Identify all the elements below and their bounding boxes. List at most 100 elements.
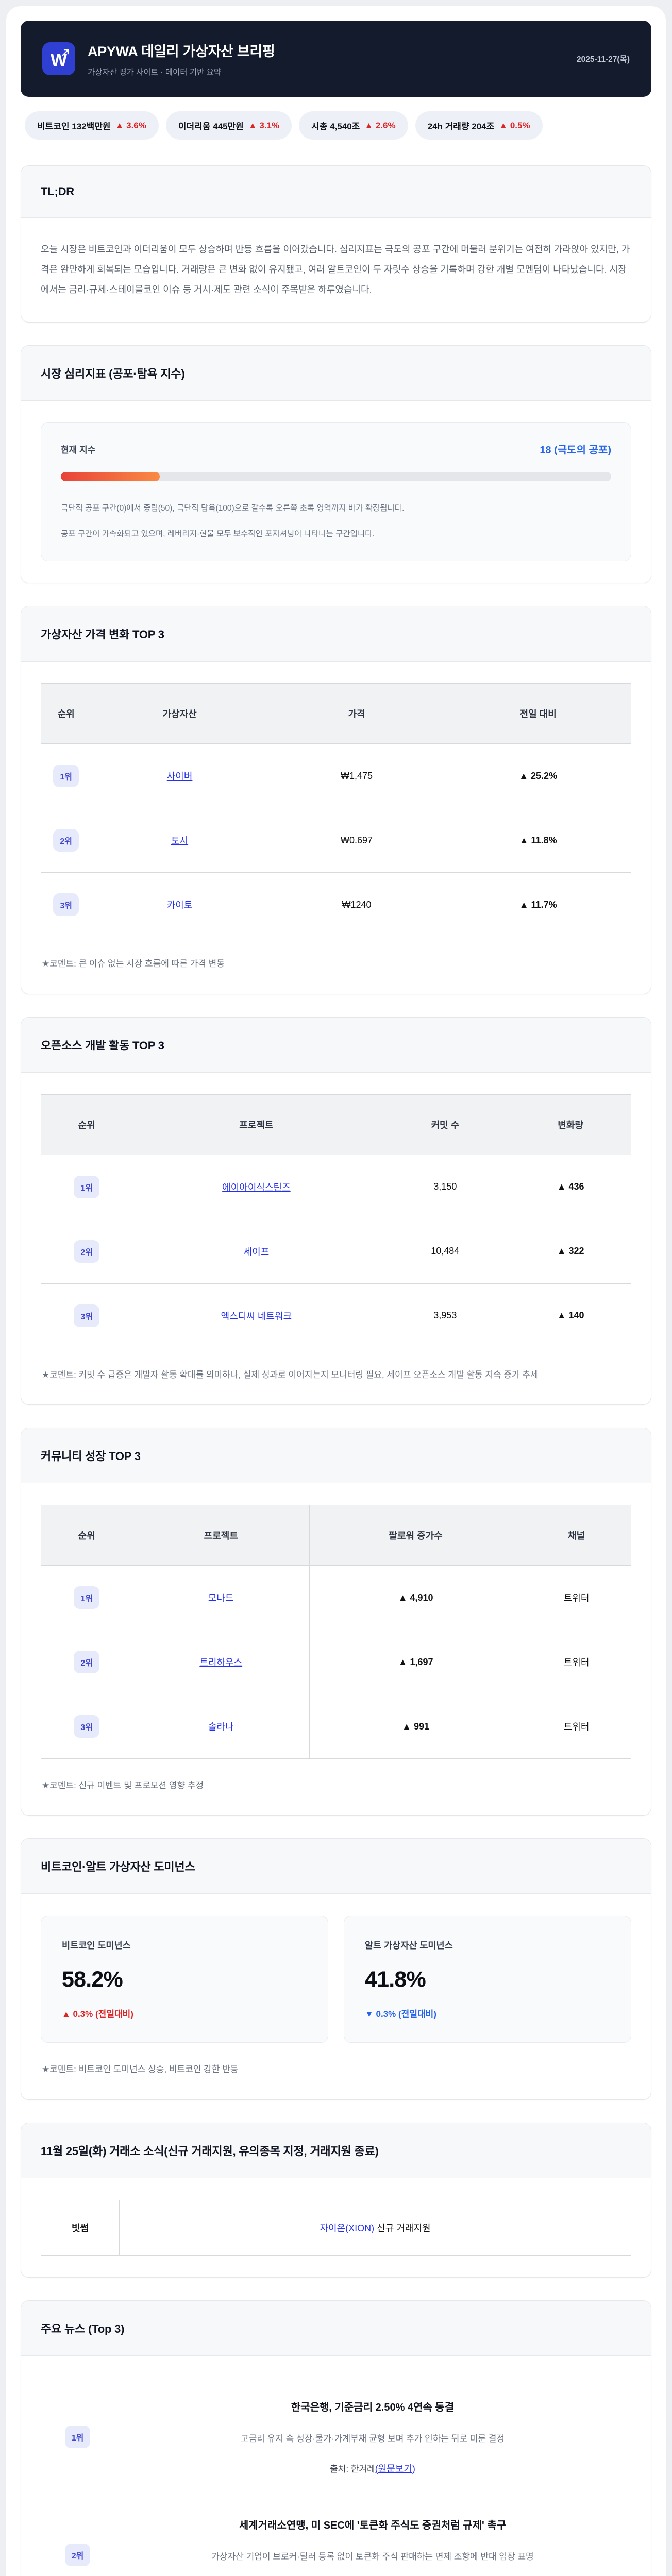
listing-link[interactable]: 자이온(XION) [320,2223,375,2233]
price-table: 순위 가상자산 가격 전일 대비 1위 사이버 ₩1,475 ▲ 25.2% 2… [40,683,631,938]
dominance-grid: 비트코인 도미넌스 58.2% ▲ 0.3% (전일대비) 알트 가상자산 도미… [41,1916,631,2043]
asset-change: ▲ 11.8% [445,808,631,873]
col-project: 프로젝트 [132,1505,310,1566]
sentiment-card-body: 현재 지수 18 (극도의 공포) 극단적 공포 구간(0)에서 중립(50),… [21,401,651,583]
rank-badge: 3위 [53,893,79,917]
ticker-pill-volume: 24h 거래량 204조 ▲ 0.5% [415,111,543,140]
sentiment-card-header: 시장 심리지표 (공포·탐욕 지수) [21,345,651,401]
table-row: 3위 엑스디씨 네트워크 3,953 ▲ 140 [40,1283,631,1348]
gauge-description-1: 극단적 공포 구간(0)에서 중립(50), 극단적 탐욕(100)으로 갈수록… [61,503,405,513]
follower-change: ▲ 991 [309,1694,523,1759]
rank-badge: 1위 [74,1586,100,1609]
col-followers: 팔로워 증가수 [309,1505,523,1566]
project-link[interactable]: 엑스디씨 네트워크 [221,1311,292,1321]
exchange-news-header: 11월 25일(화) 거래소 소식(신규 거래지원, 유의종목 지정, 거래지원… [21,2123,651,2178]
alt-dominance-label: 알트 가상자산 도미넌스 [365,1940,453,1951]
ticker-label: 비트코인 132백만원 [37,122,111,131]
project-link[interactable]: 에이아이식스틴즈 [222,1182,291,1193]
ticker-change: ▲ 3.6% [115,120,146,130]
price-top3-body: 순위 가상자산 가격 전일 대비 1위 사이버 ₩1,475 ▲ 25.2% 2… [21,662,651,993]
price-comment: ★코멘트: 큰 이슈 없는 시장 흐름에 따른 가격 변동 [42,959,225,969]
table-row: 1위 에이아이식스틴즈 3,150 ▲ 436 [40,1154,631,1219]
news-item: 한국은행, 기준금리 2.50% 4연속 동결 고금리 유지 속 성장·물가·가… [114,2377,631,2496]
commit-change: ▲ 436 [510,1154,631,1219]
news-source-name: 출처: 한겨레 [330,2464,375,2474]
exchange-news-card: 11월 25일(화) 거래소 소식(신규 거래지원, 유의종목 지정, 거래지원… [21,2122,651,2278]
rank-badge: 3위 [74,1304,100,1327]
btc-dominance-panel: 비트코인 도미넌스 58.2% ▲ 0.3% (전일대비) [41,1916,328,2043]
rank-badge: 2위 [74,1651,100,1674]
news-source: 출처: 한겨레(원문보기) [121,2462,625,2475]
col-commits: 커밋 수 [380,1094,511,1155]
ticker-pill-eth: 이더리움 445만원 ▲ 3.1% [165,111,292,140]
news-row: 2위 세계거래소연맹, 미 SEC에 '토큰화 주식도 증권처럼 규제' 촉구 … [41,2495,631,2576]
table-row: 3위 솔라나 ▲ 991 트위터 [40,1694,631,1759]
header-texts: APYWA 데일리 가상자산 브리핑 가상자산 평가 사이트 · 데이터 기반 … [88,40,275,77]
fear-greed-gauge-fill [61,471,160,481]
logo-arrow-icon [62,49,69,56]
col-channel: 채널 [522,1505,631,1566]
ticker-label: 시총 4,540조 [311,122,360,131]
follower-change: ▲ 4,910 [309,1565,523,1631]
alt-dominance-panel: 알트 가상자산 도미넌스 41.8% ▼ 0.3% (전일대비) [344,1916,631,2043]
page-subtitle: 가상자산 평가 사이트 · 데이터 기반 요약 [88,68,222,77]
news-top3-header: 주요 뉴스 (Top 3) [21,2300,651,2356]
news-source-link[interactable]: (원문보기) [375,2463,415,2474]
rank-badge: 3위 [74,1715,100,1738]
commit-change: ▲ 322 [510,1218,631,1284]
rank-badge: 2위 [64,2543,91,2566]
ticker-change: ▲ 0.5% [499,120,530,130]
exchange-detail: 자이온(XION) 신규 거래지원 [119,2199,631,2256]
report-date: 2025-11-27(목) [576,55,630,64]
news-headline: 한국은행, 기준금리 2.50% 4연속 동결 [291,2401,455,2413]
project-link[interactable]: 모나드 [208,1593,234,1604]
asset-change: ▲ 25.2% [445,743,631,809]
dominance-card: 비트코인·알트 가상자산 도미넌스 비트코인 도미넌스 58.2% ▲ 0.3%… [21,1838,651,2100]
dominance-header: 비트코인·알트 가상자산 도미넌스 [21,1839,651,1894]
community-top3-card: 커뮤니티 성장 TOP 3 순위 프로젝트 팔로워 증가수 채널 1위 모나드 [21,1428,651,1816]
dominance-title: 비트코인·알트 가상자산 도미넌스 [41,1860,195,1874]
tldr-card-body: 오늘 시장은 비트코인과 이더리움이 모두 상승하며 반등 흐름을 이어갔습니다… [21,218,651,322]
opensource-top3-title: 오픈소스 개발 활동 TOP 3 [41,1039,164,1052]
exchange-news-body: 빗썸 자이온(XION) 신규 거래지원 [21,2178,651,2277]
rank-badge: 2위 [74,1240,100,1263]
asset-link[interactable]: 카이토 [166,900,193,911]
col-rank: 순위 [40,683,92,744]
sentiment-title: 시장 심리지표 (공포·탐욕 지수) [41,367,185,380]
project-link[interactable]: 트리하우스 [199,1657,243,1668]
col-change: 전일 대비 [445,683,631,744]
asset-link[interactable]: 사이버 [166,771,193,782]
ticker-pill-marketcap: 시총 4,540조 ▲ 2.6% [299,111,408,140]
table-row: 1위 모나드 ▲ 4,910 트위터 [40,1565,631,1631]
tldr-text: 오늘 시장은 비트코인과 이더리움이 모두 상승하며 반등 흐름을 이어갔습니다… [41,244,630,295]
exchange-name: 빗썸 [41,2199,120,2256]
market-ticker: 비트코인 132백만원 ▲ 3.6% 이더리움 445만원 ▲ 3.1% 시총 … [21,97,651,143]
community-table: 순위 프로젝트 팔로워 증가수 채널 1위 모나드 ▲ 4,910 트위터 2위 [40,1505,631,1759]
asset-price: ₩0.697 [267,808,446,873]
ticker-pill-btc: 비트코인 132백만원 ▲ 3.6% [25,111,159,140]
news-row: 1위 한국은행, 기준금리 2.50% 4연속 동결 고금리 유지 속 성장·물… [41,2377,631,2496]
asset-price: ₩1,475 [267,743,446,809]
commit-count: 3,953 [380,1283,511,1348]
price-top3-header: 가상자산 가격 변화 TOP 3 [21,606,651,662]
page-title: APYWA 데일리 가상자산 브리핑 [88,44,275,59]
news-summary: 가상자산 기업이 브로커·딜러 등록 없이 토큰화 주식 판매하는 면제 조항에… [211,2551,534,2562]
project-link[interactable]: 세이프 [243,1246,270,1257]
ticker-label: 이더리움 445만원 [178,122,244,131]
main-container: W APYWA 데일리 가상자산 브리핑 가상자산 평가 사이트 · 데이터 기… [6,6,666,2576]
community-top3-title: 커뮤니티 성장 TOP 3 [41,1450,141,1463]
gauge-value: 18 (극도의 공포) [540,444,611,456]
sentiment-card: 시장 심리지표 (공포·탐욕 지수) 현재 지수 18 (극도의 공포) 극단적… [21,345,651,584]
channel: 트위터 [522,1565,631,1631]
price-top3-card: 가상자산 가격 변화 TOP 3 순위 가상자산 가격 전일 대비 1위 사이버 [21,606,651,994]
news-summary: 고금리 유지 속 성장·물가·가계부채 균형 보며 추가 인하는 뒤로 미룬 결… [240,2433,505,2444]
project-link[interactable]: 솔라나 [208,1722,234,1733]
gauge-row: 현재 지수 18 (극도의 공포) [61,442,611,456]
news-headline: 세계거래소연맹, 미 SEC에 '토큰화 주식도 증권처럼 규제' 촉구 [239,2519,507,2531]
tldr-title: TL;DR [41,185,74,198]
rank-badge: 1위 [53,765,79,788]
opensource-table: 순위 프로젝트 커밋 수 변화량 1위 에이아이식스틴즈 3,150 ▲ 436… [40,1094,631,1348]
opensource-top3-header: 오픈소스 개발 활동 TOP 3 [21,1017,651,1073]
gauge-label: 현재 지수 [61,445,96,455]
asset-link[interactable]: 토시 [171,836,189,846]
